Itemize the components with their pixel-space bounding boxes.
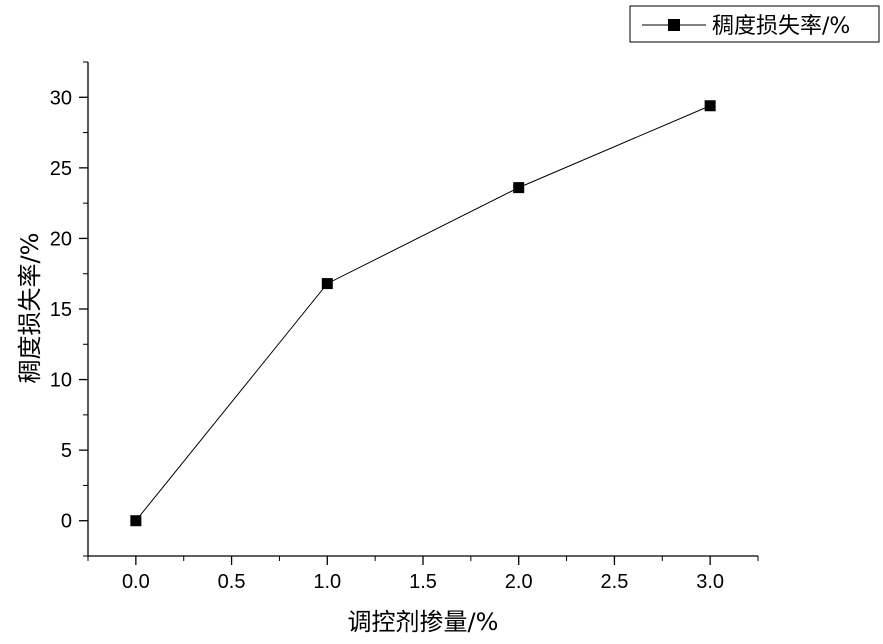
y-tick-label: 30 bbox=[50, 87, 72, 109]
x-tick-label: 2.0 bbox=[505, 571, 533, 593]
x-axis-title: 调控剂掺量/% bbox=[348, 608, 499, 636]
legend-marker-swatch bbox=[668, 19, 680, 31]
x-tick-label: 1.5 bbox=[409, 571, 437, 593]
x-tick-label: 3.0 bbox=[696, 571, 724, 593]
data-point bbox=[513, 182, 525, 194]
x-tick-label: 0.0 bbox=[122, 571, 150, 593]
ticks: 0.0 0.5 1.0 1.5 2.0 2.5 3.0 0 5 10 15 20 25 30 bbox=[50, 61, 759, 593]
y-tick-label: 10 bbox=[50, 370, 72, 392]
y-tick-label: 15 bbox=[50, 299, 72, 321]
x-tick-label: 2.5 bbox=[601, 571, 629, 593]
data-point bbox=[130, 515, 142, 527]
series bbox=[130, 100, 716, 527]
series-line bbox=[135, 105, 711, 522]
y-tick-label: 5 bbox=[61, 440, 72, 462]
axes bbox=[87, 62, 758, 557]
data-point bbox=[321, 278, 333, 290]
legend: 稠度损失率/% bbox=[629, 5, 880, 43]
x-tick-label: 1.0 bbox=[313, 571, 341, 593]
y-tick-label: 0 bbox=[61, 511, 72, 533]
legend-label: 稠度损失率/% bbox=[712, 14, 850, 39]
y-tick-label: 20 bbox=[50, 228, 72, 250]
x-tick-label: 0.5 bbox=[218, 571, 246, 593]
y-tick-label: 25 bbox=[50, 158, 72, 180]
data-point bbox=[704, 100, 716, 112]
y-axis-title: 稠度损失率/% bbox=[16, 233, 44, 384]
